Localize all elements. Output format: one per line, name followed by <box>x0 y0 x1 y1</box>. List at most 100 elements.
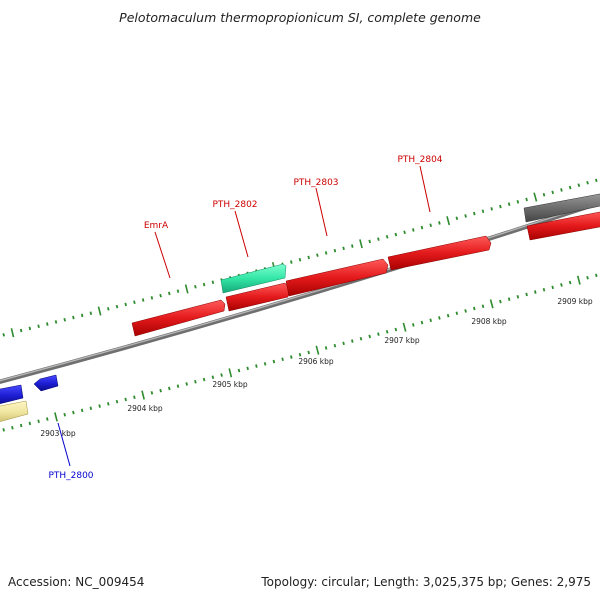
upper-minor-tick <box>560 188 563 192</box>
upper-minor-tick <box>63 317 66 322</box>
lower-minor-tick <box>281 357 284 362</box>
upper-major-tick <box>533 192 538 202</box>
lower-minor-tick <box>368 334 371 339</box>
lower-minor-tick <box>481 304 485 309</box>
upper-minor-tick <box>577 183 581 187</box>
lower-minor-tick <box>516 295 520 299</box>
lower-minor-tick <box>359 336 363 341</box>
upper-minor-tick <box>473 211 476 216</box>
lower-minor-tick <box>263 362 267 366</box>
lower-minor-tick <box>385 330 389 334</box>
gene-pth-2800[interactable] <box>33 374 59 392</box>
gene-left-edge[interactable] <box>0 384 24 405</box>
lower-minor-tick <box>473 306 476 311</box>
upper-minor-tick <box>115 304 119 309</box>
lower-minor-tick <box>298 352 302 357</box>
lower-minor-tick <box>464 309 467 313</box>
accession-text: Accession: NC_009454 <box>8 575 145 589</box>
lower-minor-tick <box>420 320 424 325</box>
upper-minor-tick <box>403 230 406 235</box>
leader-pth-2802 <box>234 210 249 258</box>
label-pth-2804: PTH_2804 <box>397 155 442 165</box>
upper-minor-tick <box>464 214 467 218</box>
lower-minor-tick <box>272 359 276 364</box>
lower-minor-tick <box>246 366 249 371</box>
lower-minor-tick <box>542 287 546 292</box>
lower-minor-tick <box>446 313 450 318</box>
upper-minor-tick <box>307 255 310 260</box>
upper-minor-tick <box>481 209 485 214</box>
upper-minor-tick <box>124 302 127 307</box>
scale-label-2905: 2905 kbp <box>212 380 248 389</box>
lower-minor-tick <box>89 406 93 410</box>
upper-tick-row <box>2 178 598 338</box>
lower-minor-tick <box>499 299 502 304</box>
lower-minor-tick <box>324 346 328 350</box>
upper-minor-tick <box>351 244 354 248</box>
upper-minor-tick <box>377 237 380 241</box>
upper-minor-tick <box>46 322 49 326</box>
lower-minor-tick <box>377 332 380 336</box>
gene-emra[interactable] <box>131 299 226 337</box>
lower-minor-tick <box>168 386 171 391</box>
lower-major-tick <box>576 275 581 285</box>
scale-label-2906: 2906 kbp <box>298 357 334 366</box>
gene-rna[interactable] <box>220 263 287 294</box>
genome-backbone <box>0 200 600 384</box>
upper-minor-tick <box>542 192 546 197</box>
upper-minor-tick <box>54 320 58 324</box>
upper-minor-tick <box>37 324 40 329</box>
lower-minor-tick <box>63 412 66 417</box>
upper-minor-tick <box>324 251 328 255</box>
upper-minor-tick <box>342 246 345 251</box>
lower-minor-tick <box>159 388 162 393</box>
lower-minor-tick <box>107 402 110 406</box>
lower-minor-tick <box>551 285 554 290</box>
lower-minor-tick <box>2 428 5 432</box>
lower-minor-tick <box>220 373 223 377</box>
lower-minor-tick <box>507 297 511 301</box>
upper-minor-tick <box>202 282 206 287</box>
lower-major-tick <box>141 390 145 400</box>
map-title: Pelotomaculum thermopropionicum SI, comp… <box>119 10 481 25</box>
upper-minor-tick <box>420 225 424 230</box>
lower-minor-tick <box>80 408 84 413</box>
lower-major-tick <box>402 322 407 332</box>
lower-minor-tick <box>46 417 49 421</box>
upper-minor-tick <box>80 313 84 318</box>
upper-minor-tick <box>385 235 389 239</box>
gene-other[interactable] <box>523 193 600 223</box>
lower-minor-tick <box>237 368 241 373</box>
upper-minor-tick <box>595 178 598 183</box>
lower-minor-tick <box>394 327 398 332</box>
lower-minor-tick <box>412 323 415 327</box>
upper-minor-tick <box>28 326 32 331</box>
lower-minor-tick <box>307 350 310 355</box>
lower-minor-tick <box>124 397 127 402</box>
upper-minor-tick <box>168 291 171 296</box>
lower-minor-tick <box>342 341 345 346</box>
lower-minor-tick <box>72 410 75 415</box>
upper-minor-tick <box>507 202 511 206</box>
gene-pseudo[interactable] <box>0 400 29 423</box>
upper-minor-tick <box>490 207 493 211</box>
lower-minor-tick <box>37 419 40 424</box>
lower-major-tick <box>54 412 58 422</box>
gene-pth-2803[interactable] <box>285 258 389 297</box>
lower-minor-tick <box>333 343 337 348</box>
genome-backbone-highlight <box>0 200 600 382</box>
gene-right-edge[interactable] <box>526 211 600 241</box>
upper-minor-tick <box>298 257 302 262</box>
upper-major-tick <box>97 306 102 316</box>
label-emra: EmrA <box>144 221 169 231</box>
leader-emra <box>154 231 171 279</box>
lower-minor-tick <box>133 395 136 400</box>
label-pth-2803: PTH_2803 <box>293 178 338 188</box>
upper-minor-tick <box>394 232 398 237</box>
gene-pth-2804[interactable] <box>387 235 492 271</box>
lower-minor-tick <box>560 283 563 287</box>
lower-minor-tick <box>115 399 119 404</box>
upper-minor-tick <box>159 293 162 298</box>
upper-major-tick <box>10 328 15 338</box>
